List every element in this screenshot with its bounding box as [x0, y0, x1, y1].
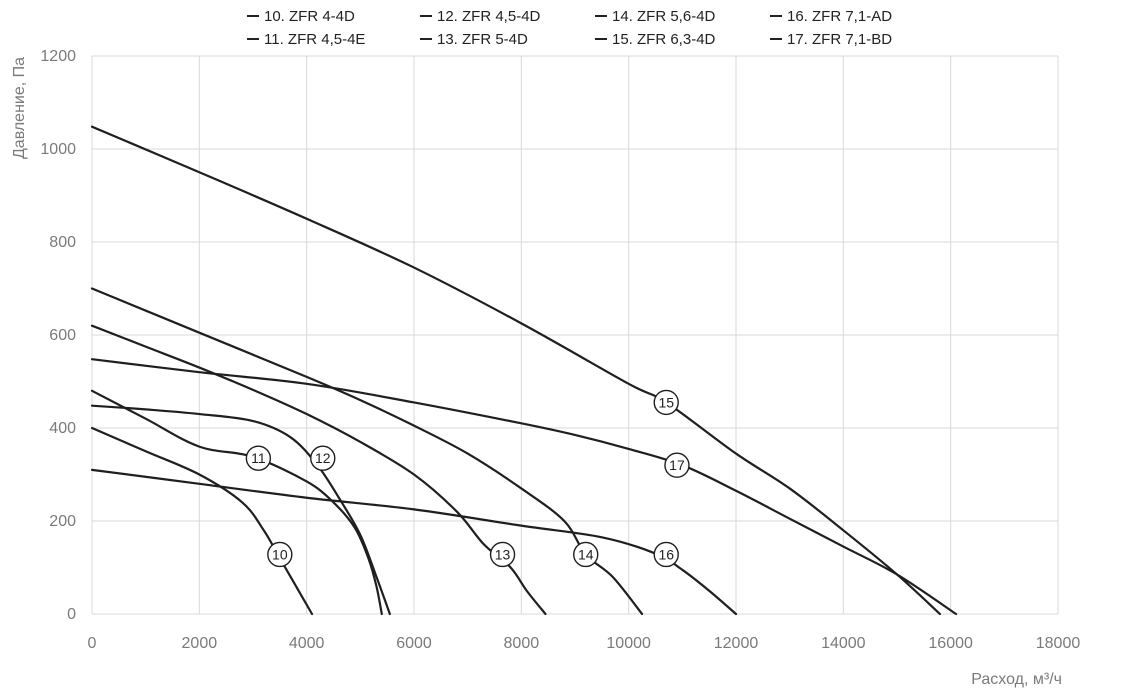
curve-11: [90, 389, 383, 616]
curve-label-13: 13: [495, 546, 511, 562]
curve-label-16: 16: [658, 546, 674, 562]
legend-item-16: 16. ZFR 7,1-AD: [770, 8, 892, 25]
legend-label: 16. ZFR 7,1-AD: [787, 8, 893, 25]
curve-label-marker-13: [489, 541, 516, 568]
y-tick-label: 200: [49, 513, 76, 530]
curve-label-marker-10: [267, 541, 293, 568]
curve-label-marker-11: [245, 445, 272, 471]
curve-label-marker-17: [664, 452, 690, 478]
legend-label: 13. ZFR 5-4D: [437, 31, 528, 48]
x-tick-label: 4000: [289, 635, 325, 652]
curve-label-15: 15: [658, 394, 674, 410]
curve-label-11: 11: [251, 450, 266, 466]
x-tick-label: 14000: [821, 635, 866, 652]
curve-10: [90, 426, 314, 616]
legend-line-marker: [595, 15, 607, 18]
fan-curves: [90, 125, 958, 616]
legend-line-marker: [420, 38, 432, 41]
legend-label: 10. ZFR 4-4D: [264, 8, 355, 25]
legend-line-marker: [247, 15, 259, 18]
y-tick-label: 1000: [40, 141, 76, 158]
y-axis-title: Давление, Па: [11, 57, 28, 159]
curve-label-10: 10: [272, 546, 288, 562]
curve-label-marker-16: [653, 541, 679, 568]
legend-label: 17. ZFR 7,1-BD: [787, 31, 893, 48]
legend-item-13: 13. ZFR 5-4D: [420, 31, 528, 48]
x-tick-label: 10000: [606, 635, 651, 652]
curve-16: [90, 468, 738, 616]
legend-label: 15. ZFR 6,3-4D: [612, 31, 716, 48]
x-tick-label: 2000: [182, 635, 218, 652]
legend-item-10: 10. ZFR 4-4D: [247, 8, 355, 25]
legend-line-marker: [770, 15, 782, 18]
legend-line-marker: [595, 38, 607, 41]
legend-label: 14. ZFR 5,6-4D: [612, 8, 716, 25]
legend-label: 11. ZFR 4,5-4E: [264, 31, 366, 48]
legend-item-11: 11. ZFR 4,5-4E: [247, 31, 365, 48]
x-tick-label: 12000: [714, 635, 759, 652]
legend-item-15: 15. ZFR 6,3-4D: [595, 31, 715, 48]
x-tick-label: 18000: [1036, 635, 1081, 652]
y-tick-label: 0: [67, 606, 76, 623]
y-tick-label: 1200: [40, 48, 76, 65]
legend-item-12: 12. ZFR 4,5-4D: [420, 8, 540, 25]
legend-line-marker: [770, 38, 782, 41]
y-tick-label: 400: [49, 420, 76, 437]
legend-item-17: 17. ZFR 7,1-BD: [770, 31, 892, 48]
curve-12: [90, 404, 391, 616]
y-tick-label: 800: [49, 234, 76, 251]
legend-line-marker: [247, 38, 259, 41]
axis-ticks: 0 2000 4000 6000 8000 10000 12000 14000 16000 180…: [40, 48, 1080, 652]
curve-label-17: 17: [669, 457, 685, 473]
curve-15: [90, 125, 942, 616]
x-tick-label: 6000: [396, 635, 432, 652]
legend-label: 12. ZFR 4,5-4D: [437, 8, 541, 25]
curve-label-12: 12: [315, 450, 331, 466]
x-tick-label: 8000: [504, 635, 540, 652]
x-tick-label: 16000: [928, 635, 973, 652]
curve-label-marker-12: [310, 445, 336, 471]
curve-label-marker-14: [573, 541, 599, 568]
curve-17: [90, 358, 958, 616]
x-axis-title: Расход, м³/ч: [971, 671, 1062, 688]
legend-item-14: 14. ZFR 5,6-4D: [595, 8, 715, 25]
curve-14: [90, 287, 644, 616]
curve-labels: 10 11 12 13 14 15 16 17: [245, 389, 690, 568]
grid-lines: [91, 55, 1059, 615]
x-tick-label: 0: [88, 635, 97, 652]
y-tick-label: 600: [49, 327, 76, 344]
curve-13: [90, 324, 547, 616]
legend-line-marker: [420, 15, 432, 18]
curve-label-14: 14: [578, 546, 594, 562]
chart-legend: 10. ZFR 4-4D 12. ZFR 4,5-4D 14. ZFR 5,6-…: [0, 0, 1148, 56]
curve-label-marker-15: [653, 389, 679, 416]
